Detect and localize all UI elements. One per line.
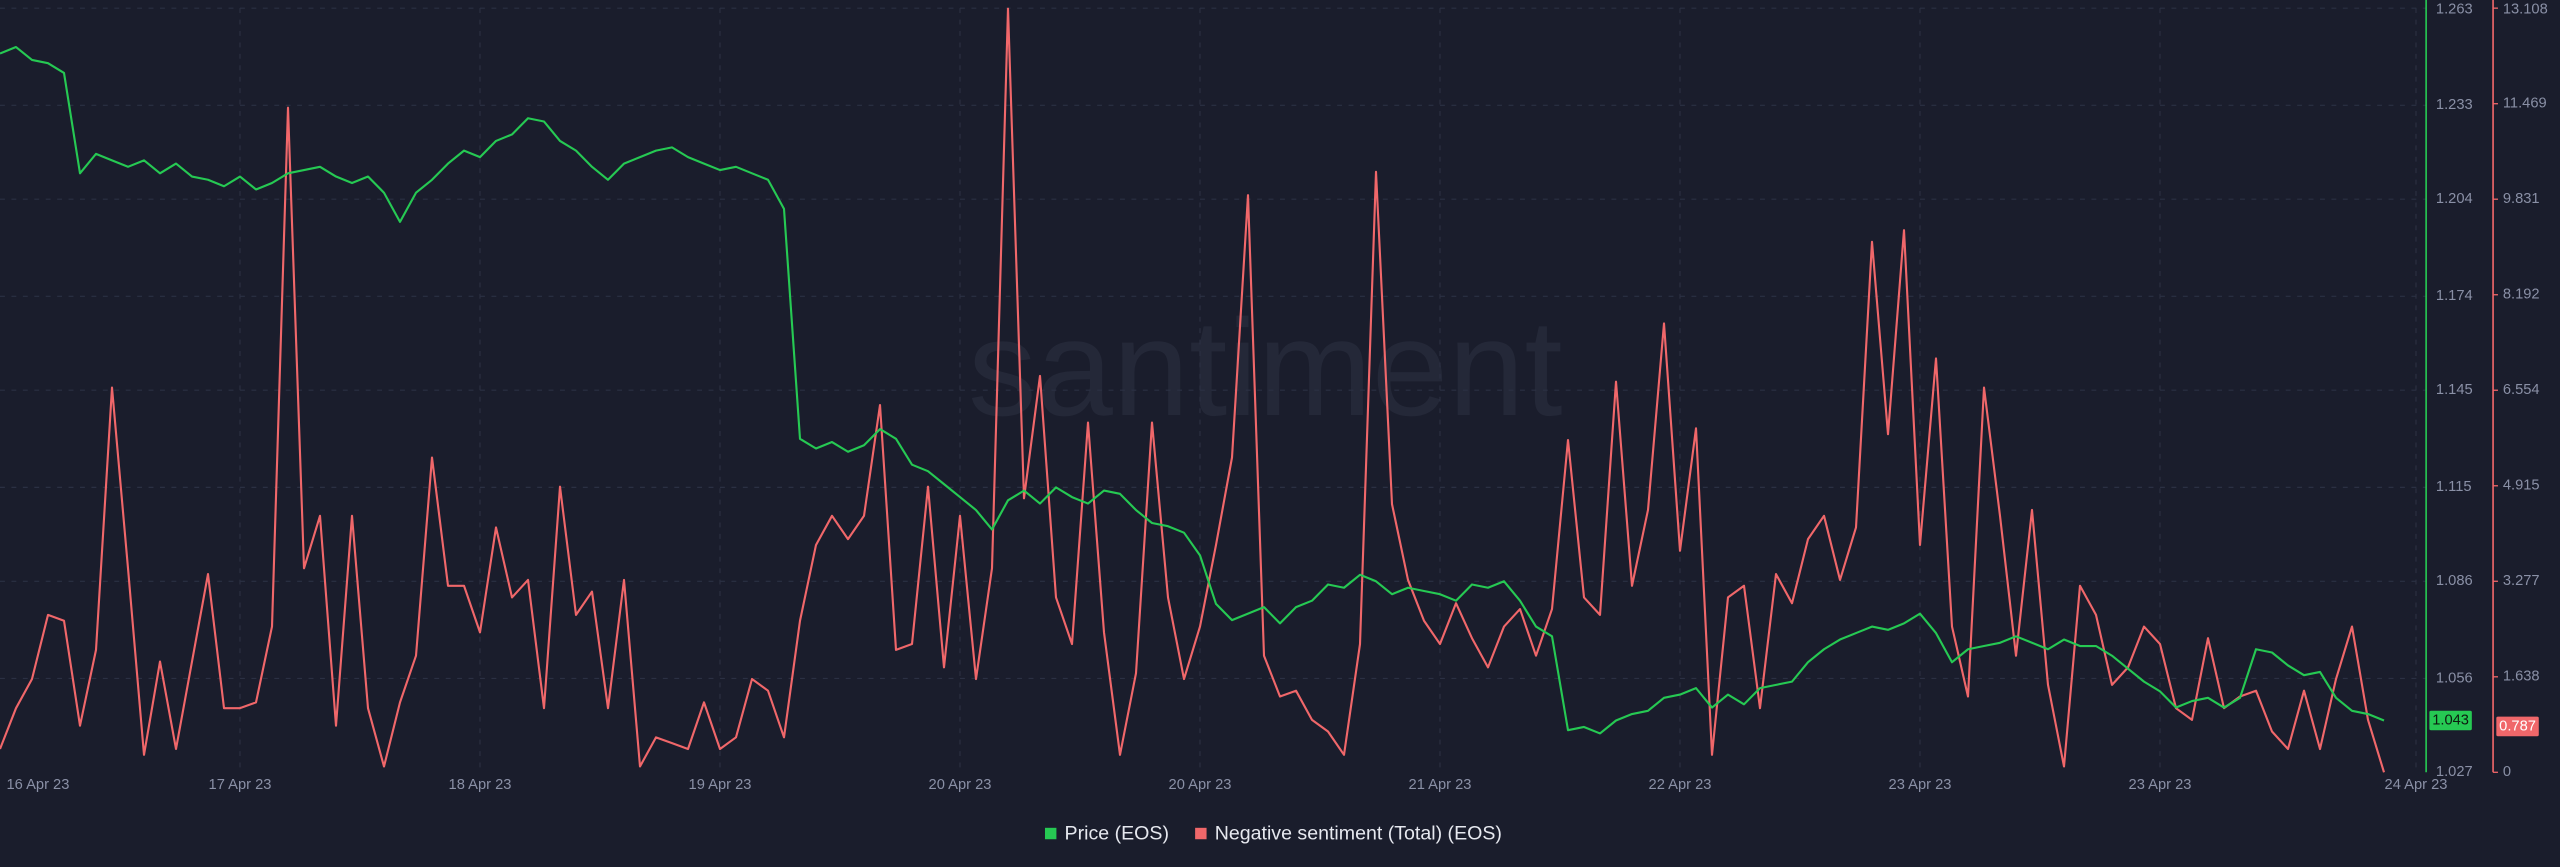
x-tick-label: 21 Apr 23 xyxy=(1409,777,1472,793)
y-tick-label: 1.233 xyxy=(2436,97,2473,113)
y-tick-label: 1.174 xyxy=(2436,288,2473,304)
y-tick-label: 1.145 xyxy=(2436,382,2473,398)
y-tick-label: 1.086 xyxy=(2436,573,2473,589)
x-tick-label: 17 Apr 23 xyxy=(209,777,272,793)
legend-label: Negative sentiment (Total) (EOS) xyxy=(1215,823,1502,845)
y2-tick-label: 1.638 xyxy=(2503,669,2540,685)
legend-swatch xyxy=(1195,827,1207,840)
legend-swatch xyxy=(1044,827,1057,840)
y2-tick-label: 11.469 xyxy=(2503,96,2547,112)
x-tick-label: 22 Apr 23 xyxy=(1649,777,1712,793)
x-tick-label: 23 Apr 23 xyxy=(2129,777,2192,793)
x-tick-label: 16 Apr 23 xyxy=(7,777,70,793)
current-value-label: 1.043 xyxy=(2432,712,2469,728)
x-tick-label: 24 Apr 23 xyxy=(2385,777,2448,793)
y2-tick-label: 6.554 xyxy=(2503,382,2540,398)
y-tick-label: 1.027 xyxy=(2436,764,2473,780)
current-value-badge xyxy=(2496,716,2539,737)
legend-label: Price (EOS) xyxy=(1065,823,1169,845)
x-tick-label: 18 Apr 23 xyxy=(449,777,512,793)
series-line xyxy=(0,7,2386,773)
legend-item: Price (EOS) xyxy=(1044,823,1169,845)
x-tick-label: 19 Apr 23 xyxy=(689,777,752,793)
current-value-label: 0.787 xyxy=(2499,718,2536,734)
y-tick-label: 1.115 xyxy=(2436,479,2472,495)
y-tick-label: 1.056 xyxy=(2436,670,2473,686)
current-value-badge xyxy=(2429,710,2472,731)
y2-tick-label: 0 xyxy=(2503,764,2511,780)
y2-tick-label: 8.192 xyxy=(2503,287,2540,303)
y-tick-label: 1.204 xyxy=(2436,191,2473,207)
watermark: santiment xyxy=(968,292,1562,445)
series-line xyxy=(0,45,2385,735)
y2-tick-label: 13.108 xyxy=(2503,2,2548,18)
legend-item: Negative sentiment (Total) (EOS) xyxy=(1195,823,1502,845)
y2-tick-label: 3.277 xyxy=(2503,573,2540,589)
x-tick-label: 20 Apr 23 xyxy=(929,777,992,793)
y2-tick-label: 9.831 xyxy=(2503,191,2540,207)
x-tick-label: 20 Apr 23 xyxy=(1169,777,1232,793)
y-tick-label: 1.263 xyxy=(2436,2,2473,18)
x-tick-label: 23 Apr 23 xyxy=(1889,777,1952,793)
y2-tick-label: 4.915 xyxy=(2503,478,2540,494)
